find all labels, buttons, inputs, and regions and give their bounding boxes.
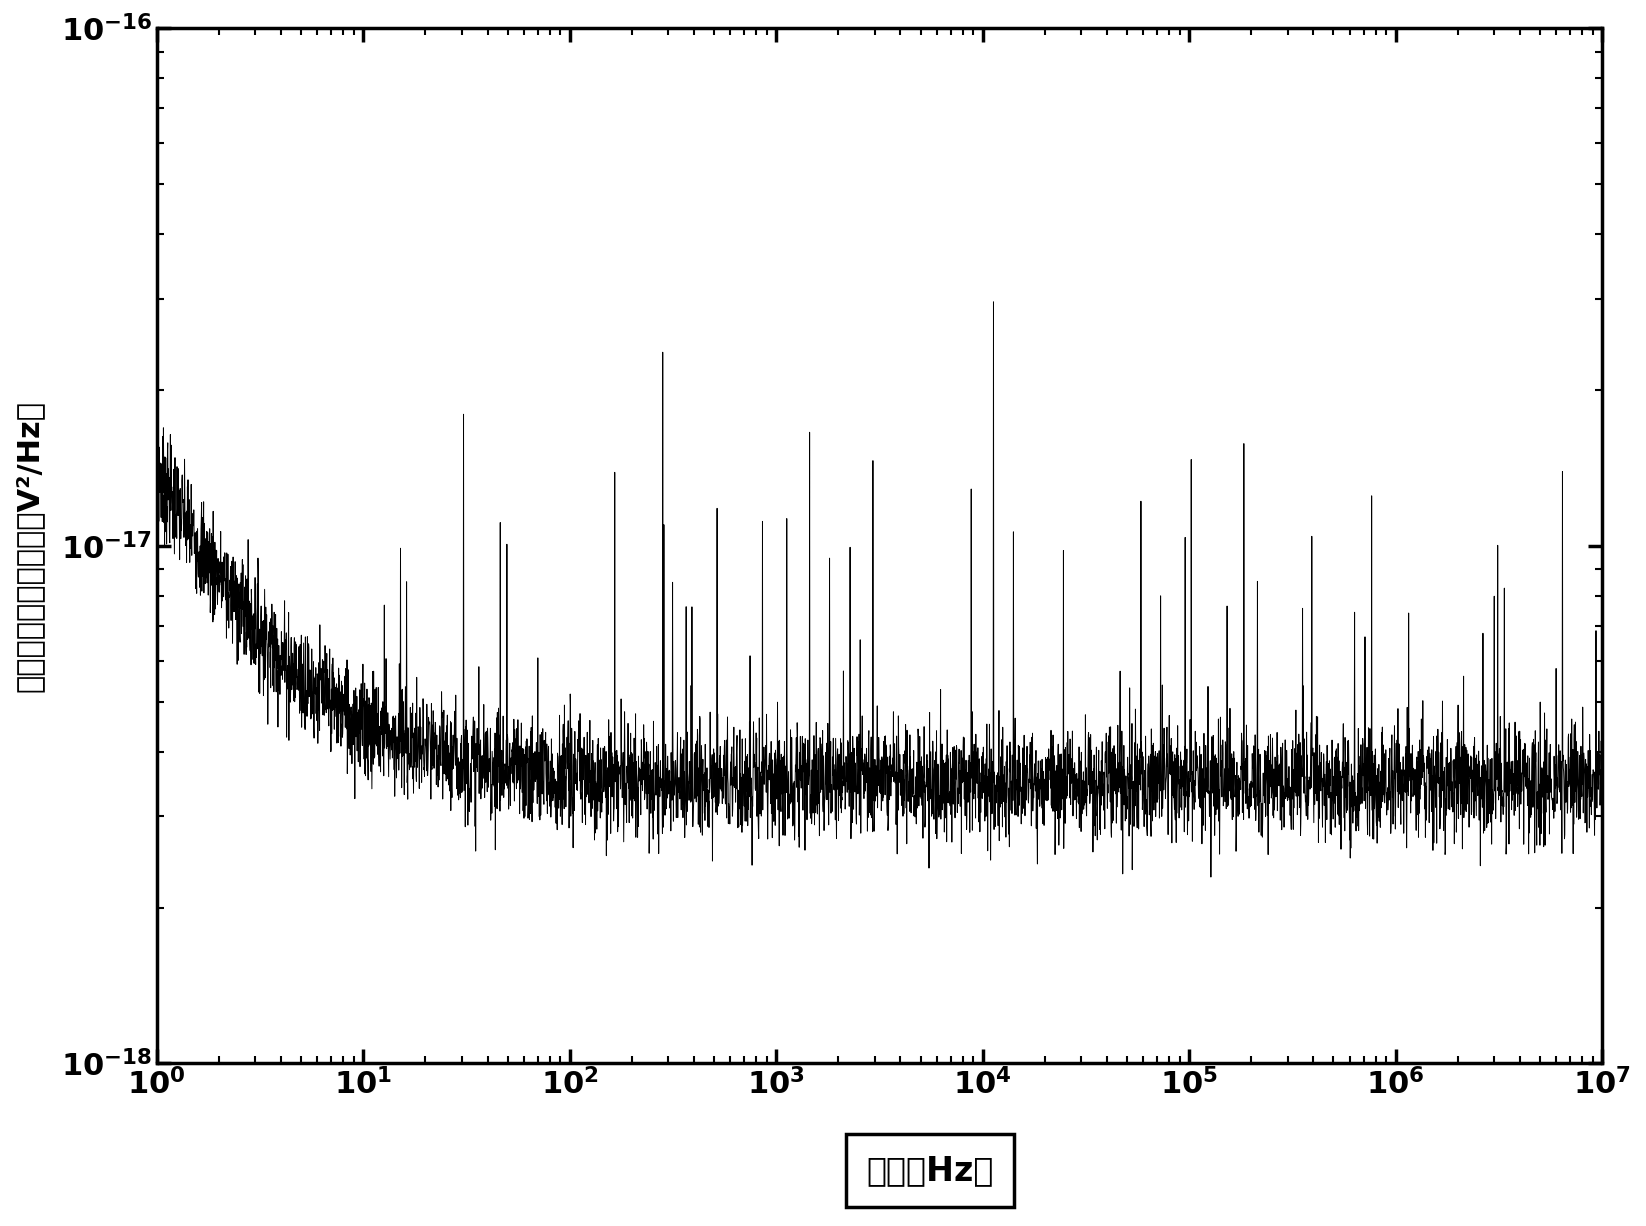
Text: 频率（Hz）: 频率（Hz） bbox=[866, 1155, 994, 1187]
Y-axis label: 输入电压功率谱密度（V²/Hz）: 输入电压功率谱密度（V²/Hz） bbox=[15, 400, 44, 691]
